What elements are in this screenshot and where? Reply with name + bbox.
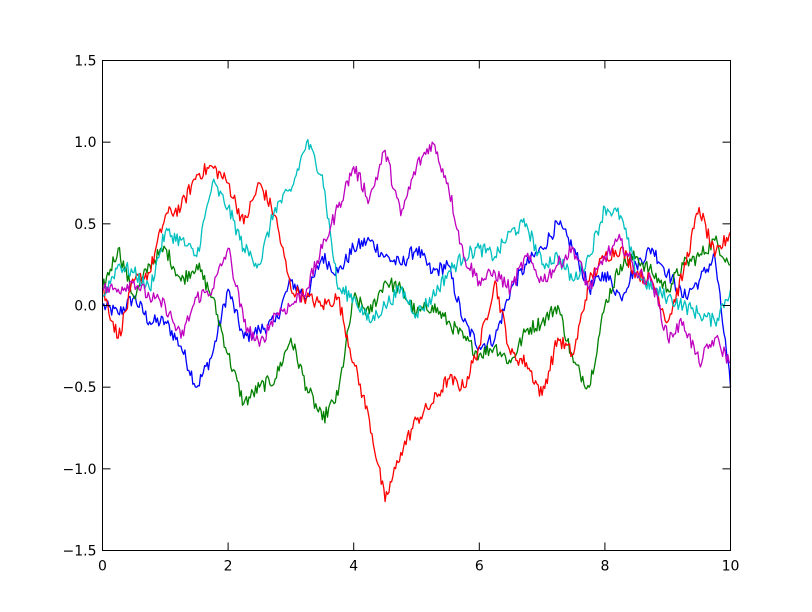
x-tick-label: 4 (349, 559, 358, 575)
x-tick-label: 6 (475, 559, 484, 575)
tick-layer: 0 2 4 6 8 10 −1.5 −1.0 −0.5 0.0 0.5 1.0 1.5 (63, 54, 740, 575)
x-tick-label: 10 (722, 559, 740, 575)
y-tick-label: 0.0 (74, 299, 96, 315)
series-layer (101, 138, 732, 503)
y-tick-label: 0.5 (74, 217, 96, 233)
x-tick-label: 2 (224, 559, 233, 575)
y-tick-label: 1.0 (74, 135, 96, 151)
y-tick-label: −1.0 (63, 462, 97, 478)
y-tick-label: −0.5 (63, 380, 97, 396)
series-line-4 (101, 138, 732, 328)
series-line-5 (102, 141, 731, 368)
series-line-1 (101, 220, 732, 388)
plot-frame (102, 60, 731, 551)
y-tick-label: 1.5 (74, 54, 96, 70)
y-tick-label: −1.5 (63, 544, 97, 560)
series-line-3 (102, 163, 732, 503)
x-tick-label: 0 (98, 559, 107, 575)
x-tick-label: 8 (600, 559, 609, 575)
